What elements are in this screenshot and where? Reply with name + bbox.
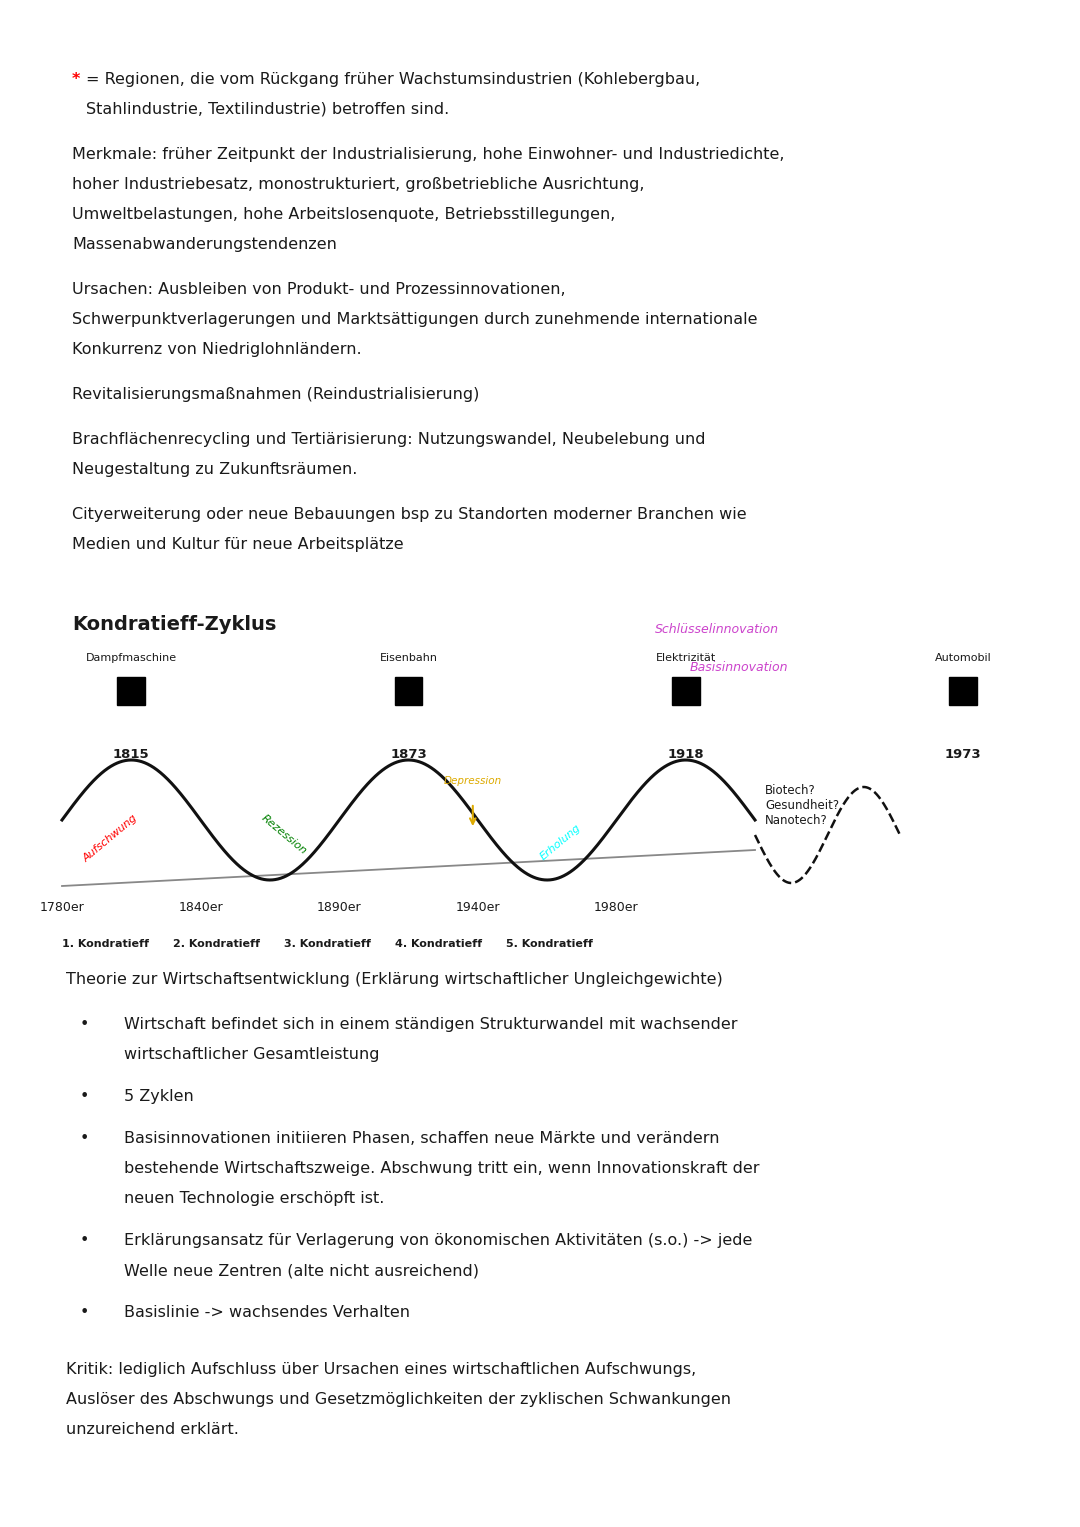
Text: Automobil: Automobil bbox=[934, 654, 991, 663]
Text: 1. Kondratieff: 1. Kondratieff bbox=[62, 939, 149, 948]
Text: Schwerpunktverlagerungen und Marktsättigungen durch zunehmende internationale: Schwerpunktverlagerungen und Marktsättig… bbox=[72, 312, 757, 327]
Text: Ursachen: Ausbleiben von Produkt- und Prozessinnovationen,: Ursachen: Ausbleiben von Produkt- und Pr… bbox=[72, 282, 566, 296]
Text: 1980er: 1980er bbox=[594, 901, 638, 915]
Text: 1840er: 1840er bbox=[178, 901, 222, 915]
Text: Dampfmaschine: Dampfmaschine bbox=[85, 654, 177, 663]
Text: Wirtschaft befindet sich in einem ständigen Strukturwandel mit wachsender: Wirtschaft befindet sich in einem ständi… bbox=[124, 1017, 738, 1032]
Text: 4. Kondratieff: 4. Kondratieff bbox=[395, 939, 482, 948]
Text: Depression: Depression bbox=[444, 776, 502, 786]
Text: Aufschwung: Aufschwung bbox=[81, 812, 139, 864]
Text: 1940er: 1940er bbox=[456, 901, 500, 915]
Text: Biotech?
Gesundheit?
Nanotech?: Biotech? Gesundheit? Nanotech? bbox=[765, 783, 839, 828]
Text: Neugestaltung zu Zukunftsräumen.: Neugestaltung zu Zukunftsräumen. bbox=[72, 463, 357, 476]
Text: •: • bbox=[80, 1017, 90, 1032]
Text: 2. Kondratieff: 2. Kondratieff bbox=[173, 939, 260, 948]
Text: Stahlindustrie, Textilindustrie) betroffen sind.: Stahlindustrie, Textilindustrie) betroff… bbox=[86, 102, 449, 118]
Text: Elektrizität: Elektrizität bbox=[656, 654, 716, 663]
Text: Kritik: lediglich Aufschluss über Ursachen eines wirtschaftlichen Aufschwungs,: Kritik: lediglich Aufschluss über Ursach… bbox=[66, 1362, 697, 1377]
Text: •: • bbox=[80, 1306, 90, 1319]
Text: 1780er: 1780er bbox=[40, 901, 84, 915]
FancyBboxPatch shape bbox=[949, 676, 977, 705]
Text: •: • bbox=[80, 1232, 90, 1248]
Text: 5 Zyklen: 5 Zyklen bbox=[124, 1089, 193, 1104]
Text: Theorie zur Wirtschaftsentwicklung (Erklärung wirtschaftlicher Ungleichgewichte): Theorie zur Wirtschaftsentwicklung (Erkl… bbox=[66, 973, 723, 986]
Text: Schlüsselinnovation: Schlüsselinnovation bbox=[654, 623, 779, 637]
Text: Basisinnovationen initiieren Phasen, schaffen neue Märkte und verändern: Basisinnovationen initiieren Phasen, sch… bbox=[124, 1132, 719, 1145]
Text: Erholung: Erholung bbox=[539, 822, 583, 861]
Text: neuen Technologie erschöpft ist.: neuen Technologie erschöpft ist. bbox=[124, 1191, 384, 1206]
Text: 1815: 1815 bbox=[113, 748, 150, 760]
Text: 5. Kondratieff: 5. Kondratieff bbox=[507, 939, 593, 948]
Text: bestehende Wirtschaftszweige. Abschwung tritt ein, wenn Innovationskraft der: bestehende Wirtschaftszweige. Abschwung … bbox=[124, 1161, 759, 1176]
Text: 1890er: 1890er bbox=[316, 901, 362, 915]
Text: •: • bbox=[80, 1089, 90, 1104]
Text: Brachflächenrecycling und Tertiärisierung: Nutzungswandel, Neubelebung und: Brachflächenrecycling und Tertiärisierun… bbox=[72, 432, 705, 447]
Text: = Regionen, die vom Rückgang früher Wachstumsindustrien (Kohlebergbau,: = Regionen, die vom Rückgang früher Wach… bbox=[86, 72, 700, 87]
Text: Massenabwanderungstendenzen: Massenabwanderungstendenzen bbox=[72, 237, 337, 252]
Text: 3. Kondratieff: 3. Kondratieff bbox=[284, 939, 370, 948]
Text: hoher Industriebesatz, monostrukturiert, großbetriebliche Ausrichtung,: hoher Industriebesatz, monostrukturiert,… bbox=[72, 177, 645, 192]
Text: Merkmale: früher Zeitpunkt der Industrialisierung, hohe Einwohner- und Industrie: Merkmale: früher Zeitpunkt der Industria… bbox=[72, 147, 784, 162]
Text: unzureichend erklärt.: unzureichend erklärt. bbox=[66, 1422, 239, 1437]
Text: Cityerweiterung oder neue Bebauungen bsp zu Standorten moderner Branchen wie: Cityerweiterung oder neue Bebauungen bsp… bbox=[72, 507, 746, 522]
Text: wirtschaftlicher Gesamtleistung: wirtschaftlicher Gesamtleistung bbox=[124, 1048, 379, 1061]
FancyBboxPatch shape bbox=[118, 676, 146, 705]
Text: 1918: 1918 bbox=[667, 748, 704, 760]
Text: Erklärungsansatz für Verlagerung von ökonomischen Aktivitäten (s.o.) -> jede: Erklärungsansatz für Verlagerung von öko… bbox=[124, 1232, 753, 1248]
Text: 1973: 1973 bbox=[945, 748, 982, 760]
Text: *: * bbox=[72, 72, 80, 87]
Text: Eisenbahn: Eisenbahn bbox=[379, 654, 437, 663]
FancyBboxPatch shape bbox=[394, 676, 422, 705]
Text: Revitalisierungsmaßnahmen (Reindustrialisierung): Revitalisierungsmaßnahmen (Reindustriali… bbox=[72, 386, 480, 402]
Text: Rezession: Rezession bbox=[259, 814, 308, 857]
Text: •: • bbox=[80, 1132, 90, 1145]
Text: Medien und Kultur für neue Arbeitsplätze: Medien und Kultur für neue Arbeitsplätze bbox=[72, 538, 404, 551]
Text: 1873: 1873 bbox=[390, 748, 427, 760]
Text: Kondratieff-Zyklus: Kondratieff-Zyklus bbox=[72, 615, 276, 634]
Text: Auslöser des Abschwungs und Gesetzmöglichkeiten der zyklischen Schwankungen: Auslöser des Abschwungs und Gesetzmöglic… bbox=[66, 1393, 731, 1406]
FancyBboxPatch shape bbox=[672, 676, 700, 705]
Text: Konkurrenz von Niedriglohnländern.: Konkurrenz von Niedriglohnländern. bbox=[72, 342, 362, 357]
Text: Basisinnovation: Basisinnovation bbox=[690, 661, 788, 673]
Text: Welle neue Zentren (alte nicht ausreichend): Welle neue Zentren (alte nicht ausreiche… bbox=[124, 1263, 480, 1278]
Text: Basislinie -> wachsendes Verhalten: Basislinie -> wachsendes Verhalten bbox=[124, 1306, 410, 1319]
Text: Umweltbelastungen, hohe Arbeitslosenquote, Betriebsstillegungen,: Umweltbelastungen, hohe Arbeitslosenquot… bbox=[72, 208, 616, 221]
